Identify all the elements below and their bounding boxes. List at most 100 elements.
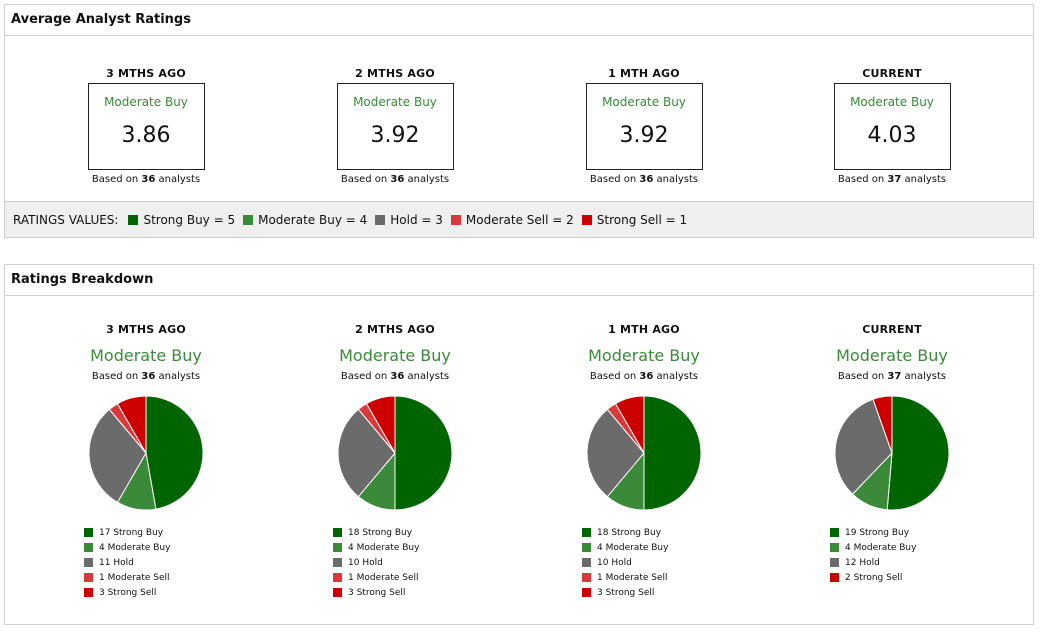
pie-legend: 17 Strong Buy 4 Moderate Buy 11 Hold 1 Mode… [66, 525, 226, 600]
swatch [333, 528, 342, 537]
ratings-breakdown-panel: Ratings Breakdown 3 MTHS AGO Moderate Bu… [4, 264, 1034, 625]
pie-legend-item-moderate-buy: 4 Moderate Buy [582, 540, 724, 555]
breakdown-2-months: 2 MTHS AGO Moderate Buy Based on 36 anal… [315, 323, 475, 600]
ratings-breakdown-title: Ratings Breakdown [5, 265, 1033, 296]
pie-slice-hold [586, 408, 645, 498]
legend-item-moderate-sell: Moderate Sell = 2 [450, 213, 574, 227]
pie-legend-item-strong-sell: 3 Strong Sell [84, 585, 226, 600]
swatch [243, 214, 254, 225]
swatch [582, 558, 591, 567]
avg-period-1-month: 1 MTH AGO Moderate Buy 3.92 Based on 36 … [585, 67, 703, 185]
pie-legend-label: 4 Moderate Buy [597, 542, 669, 553]
pie-legend-item-strong-buy: 19 Strong Buy [830, 525, 972, 540]
swatch [830, 573, 839, 582]
swatch [830, 558, 839, 567]
rating-label: Moderate Buy [339, 346, 451, 365]
breakdown-current: CURRENT Moderate Buy Based on 37 analyst… [812, 323, 972, 585]
pie-legend-label: 17 Strong Buy [99, 527, 164, 538]
swatch [582, 528, 591, 537]
legend-item-strong-sell: Strong Sell = 1 [581, 213, 687, 227]
pie-legend-label: 4 Moderate Buy [845, 542, 917, 553]
pie-slice-strong-sell [614, 395, 645, 455]
swatch [375, 214, 386, 225]
pie-slice-hold [88, 408, 147, 504]
pie-legend-item-hold: 10 Hold [582, 555, 724, 570]
pie-legend-item-strong-sell: 2 Strong Sell [830, 570, 972, 585]
legend-item-moderate-buy: Moderate Buy = 4 [243, 213, 367, 227]
swatch [333, 558, 342, 567]
swatch [128, 214, 139, 225]
swatch [84, 558, 93, 567]
swatch [582, 573, 591, 582]
rating-label: Moderate Buy [353, 95, 437, 109]
breakdown-1-month: 1 MTH AGO Moderate Buy Based on 36 analy… [564, 323, 724, 600]
swatch [830, 528, 839, 537]
pie-chart [833, 394, 951, 512]
pie-legend-item-moderate-sell: 1 Moderate Sell [333, 570, 475, 585]
rating-score: 3.92 [619, 123, 669, 148]
period-title: 1 MTH AGO [608, 67, 680, 80]
pie-slice-strong-buy [394, 395, 453, 511]
pie-chart [585, 394, 703, 512]
pie-legend-label: 11 Hold [99, 557, 134, 568]
swatch [84, 543, 93, 552]
period-title: CURRENT [862, 67, 922, 80]
rating-label: Moderate Buy [90, 346, 202, 365]
pie-slice-strong-buy [643, 395, 702, 511]
swatch [84, 573, 93, 582]
pie-slice-strong-sell [365, 395, 396, 455]
pie-legend-item-hold: 10 Hold [333, 555, 475, 570]
pie-legend-item-moderate-sell: 1 Moderate Sell [582, 570, 724, 585]
pie-legend-label: 10 Hold [597, 557, 632, 568]
avg-period-2-months: 2 MTHS AGO Moderate Buy 3.92 Based on 36… [336, 67, 454, 185]
avg-period-3-months: 3 MTHS AGO Moderate Buy 3.86 Based on 36… [87, 67, 205, 185]
swatch [84, 588, 93, 597]
pie-legend-label: 10 Hold [348, 557, 383, 568]
rating-score: 3.86 [121, 123, 171, 148]
pie-chart [336, 394, 454, 512]
pie-legend-label: 1 Moderate Sell [348, 572, 419, 583]
pie-legend-label: 12 Hold [845, 557, 880, 568]
pie-legend-item-hold: 12 Hold [830, 555, 972, 570]
pie-legend-item-moderate-buy: 4 Moderate Buy [830, 540, 972, 555]
period-title: 1 MTH AGO [608, 323, 680, 336]
pie-legend: 18 Strong Buy 4 Moderate Buy 10 Hold 1 Mode… [564, 525, 724, 600]
average-ratings-title: Average Analyst Ratings [5, 5, 1033, 36]
pie-legend-item-moderate-sell: 1 Moderate Sell [84, 570, 226, 585]
swatch [84, 528, 93, 537]
swatch [830, 543, 839, 552]
pie-legend-item-moderate-buy: 4 Moderate Buy [333, 540, 475, 555]
pie-slice-strong-buy [886, 395, 950, 511]
analyst-count: Based on 37 analysts [837, 371, 947, 382]
swatch [582, 588, 591, 597]
period-title: 3 MTHS AGO [106, 323, 186, 336]
period-title: 2 MTHS AGO [355, 323, 435, 336]
pie-legend-label: 19 Strong Buy [845, 527, 910, 538]
pie-legend-label: 2 Strong Sell [845, 572, 903, 583]
pie-legend-item-moderate-buy: 4 Moderate Buy [84, 540, 226, 555]
rating-label: Moderate Buy [850, 95, 934, 109]
pie-slice-strong-sell [116, 395, 147, 455]
pie-legend-item-strong-sell: 3 Strong Sell [582, 585, 724, 600]
pie-legend-label: 4 Moderate Buy [99, 542, 171, 553]
avg-period-current: CURRENT Moderate Buy 4.03 Based on 37 an… [833, 67, 951, 185]
period-title: CURRENT [862, 323, 922, 336]
pie-slice-strong-buy [145, 395, 204, 510]
analyst-count: Based on 37 analysts [837, 174, 947, 185]
analyst-count: Based on 36 analysts [589, 371, 699, 382]
legend-title: RATINGS VALUES: [13, 212, 119, 227]
pie-legend-label: 3 Strong Sell [348, 587, 406, 598]
rating-box: Moderate Buy 4.03 [833, 83, 951, 170]
period-title: 3 MTHS AGO [106, 67, 186, 80]
rating-box: Moderate Buy 3.92 [585, 83, 703, 170]
rating-box: Moderate Buy 3.92 [336, 83, 454, 170]
pie-legend-label: 4 Moderate Buy [348, 542, 420, 553]
rating-label: Moderate Buy [104, 95, 188, 109]
legend-item-hold: Hold = 3 [375, 213, 443, 227]
pie-legend-item-strong-buy: 18 Strong Buy [333, 525, 475, 540]
pie-legend-item-strong-buy: 17 Strong Buy [84, 525, 226, 540]
analyst-count: Based on 36 analysts [340, 371, 450, 382]
pie-slice-hold [337, 408, 396, 498]
average-ratings-panel: Average Analyst Ratings 3 MTHS AGO Moder… [4, 4, 1034, 238]
pie-legend-item-strong-sell: 3 Strong Sell [333, 585, 475, 600]
